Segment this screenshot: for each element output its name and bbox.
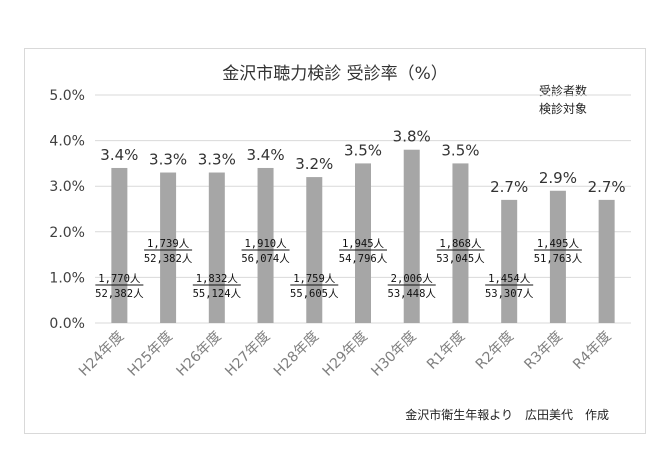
fraction-numerator: 1,454人 [488,273,531,285]
source-note: 金沢市衛生年報より 広田美代 作成 [405,407,609,422]
fraction-denominator: 56,074人 [241,253,290,265]
x-tick-label: H26年度 [173,329,224,380]
fraction-denominator: 51,763人 [534,253,583,265]
legend-denominator: 検診対象 [539,101,587,116]
fraction-denominator: 53,045人 [436,253,485,265]
y-axis: 0.0% 1.0% 2.0% 3.0% 4.0% 5.0% [49,88,85,332]
bar [501,199,518,323]
bar [598,199,615,323]
bar [306,177,323,323]
legend-numerator: 受診者数 [539,83,587,98]
data-label: 3.2% [295,155,333,173]
y-tick-label: 1.0% [49,270,85,286]
fraction-denominator: 52,382人 [144,253,193,265]
fraction-denominator: 54,796人 [339,253,388,265]
bar-chart: 金沢市聴力検診 受診率（%） 受診者数 検診対象 0.0% 1.0% 2.0% 3.0… [49,64,631,422]
x-tick-label: R3年度 [521,329,565,373]
data-label: 3.3% [198,151,236,169]
x-tick-label: H28年度 [271,329,322,380]
fraction-numerator: 1,495人 [537,238,580,250]
fraction-numerator: 2,006人 [391,273,434,285]
y-tick-label: 3.0% [49,179,85,195]
fraction-numerator: 1,868人 [439,238,482,250]
data-label: 2.9% [539,169,577,187]
bar [452,163,469,323]
fraction-denominator: 52,382人 [95,288,144,300]
data-label: 2.7% [490,178,528,196]
x-tick-label: H29年度 [320,329,371,380]
data-label: 3.5% [344,141,382,159]
fraction-numerator: 1,770人 [98,273,141,285]
fraction-annotations: 1,770人52,382人1,739人52,382人1,832人55,124人1… [95,238,582,300]
bar [403,149,420,323]
chart-title: 金沢市聴力検診 受診率（%） [222,64,448,84]
data-label: 3.4% [246,146,284,164]
bar [355,163,371,323]
x-tick-label: R1年度 [424,329,468,373]
fraction-numerator: 1,759人 [293,273,336,285]
y-tick-label: 5.0% [49,88,85,104]
data-label: 3.4% [100,146,138,164]
y-tick-label: 0.0% [49,316,85,332]
value-labels: 3.4% 3.3% 3.3% 3.4% 3.2% 3.5% 3.8% 3.5% 2.7% 2.9%… [100,128,625,196]
y-tick-label: 2.0% [49,225,85,241]
bar [111,167,128,323]
fraction-denominator: 53,448人 [388,288,437,300]
bar [549,190,566,323]
fraction-denominator: 55,605人 [290,288,339,300]
bar [208,172,225,323]
fraction-numerator: 1,739人 [147,238,190,250]
data-label: 3.5% [441,141,479,159]
y-tick-label: 4.0% [49,134,85,150]
data-label: 2.7% [588,178,626,196]
fraction-denominator: 55,124人 [193,288,242,300]
data-label: 3.8% [393,128,431,146]
x-tick-label: H25年度 [125,329,176,380]
x-tick-label: H24年度 [76,329,127,380]
data-label: 3.3% [149,151,187,169]
bars [111,149,615,323]
x-tick-label: R2年度 [473,329,517,373]
fraction-numerator: 1,910人 [244,238,287,250]
chart-container: 金沢市聴力検診 受診率（%） 受診者数 検診対象 0.0% 1.0% 2.0% 3.0… [24,48,646,434]
bar [257,167,274,323]
fraction-numerator: 1,832人 [196,273,239,285]
fraction-denominator: 53,307人 [485,288,534,300]
x-tick-label: H30年度 [368,329,419,380]
x-tick-label: H27年度 [222,329,273,380]
bar [160,172,177,323]
x-tick-label: R4年度 [570,329,614,373]
fraction-numerator: 1,945人 [342,238,385,250]
